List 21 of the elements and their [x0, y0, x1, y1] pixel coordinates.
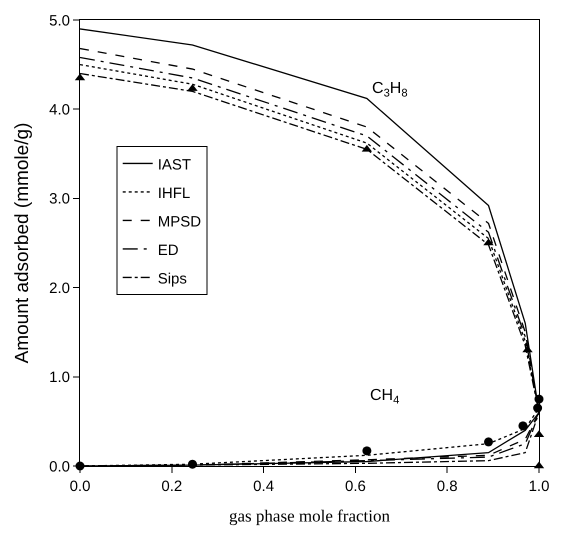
x-tick-label: 0.0	[70, 478, 90, 495]
x-tick-label: 0.8	[436, 478, 458, 495]
x-axis-title: gas phase mole fraction	[229, 506, 390, 526]
annotation: CH$_{4}$	[370, 387, 400, 406]
y-tick-label: 3.0	[49, 190, 70, 208]
legend-label: MPSD	[158, 213, 202, 230]
y-tick-label: 5.0	[49, 12, 70, 30]
annotation: C$_{3}$H$_{8}$	[372, 80, 408, 100]
y-tick-label: 4.0	[49, 101, 70, 118]
x-tick-label: 0.6	[344, 478, 366, 495]
y-tick-label: 0.0	[49, 458, 70, 476]
x-tick-label: 0.2	[161, 478, 182, 495]
legend-label: Sips	[158, 270, 187, 288]
legend-label: IAST	[158, 156, 192, 174]
x-tick-label: 0.4	[253, 478, 274, 495]
legend-label: ED	[158, 242, 179, 259]
y-tick-label: 2.0	[49, 280, 70, 297]
y-axis-title: Amount adsorbed (mmole/g)	[12, 122, 33, 364]
legend-label: IHFL	[158, 184, 190, 202]
x-tick-label: 1.0	[528, 478, 550, 495]
y-tick-label: 1.0	[49, 369, 70, 386]
